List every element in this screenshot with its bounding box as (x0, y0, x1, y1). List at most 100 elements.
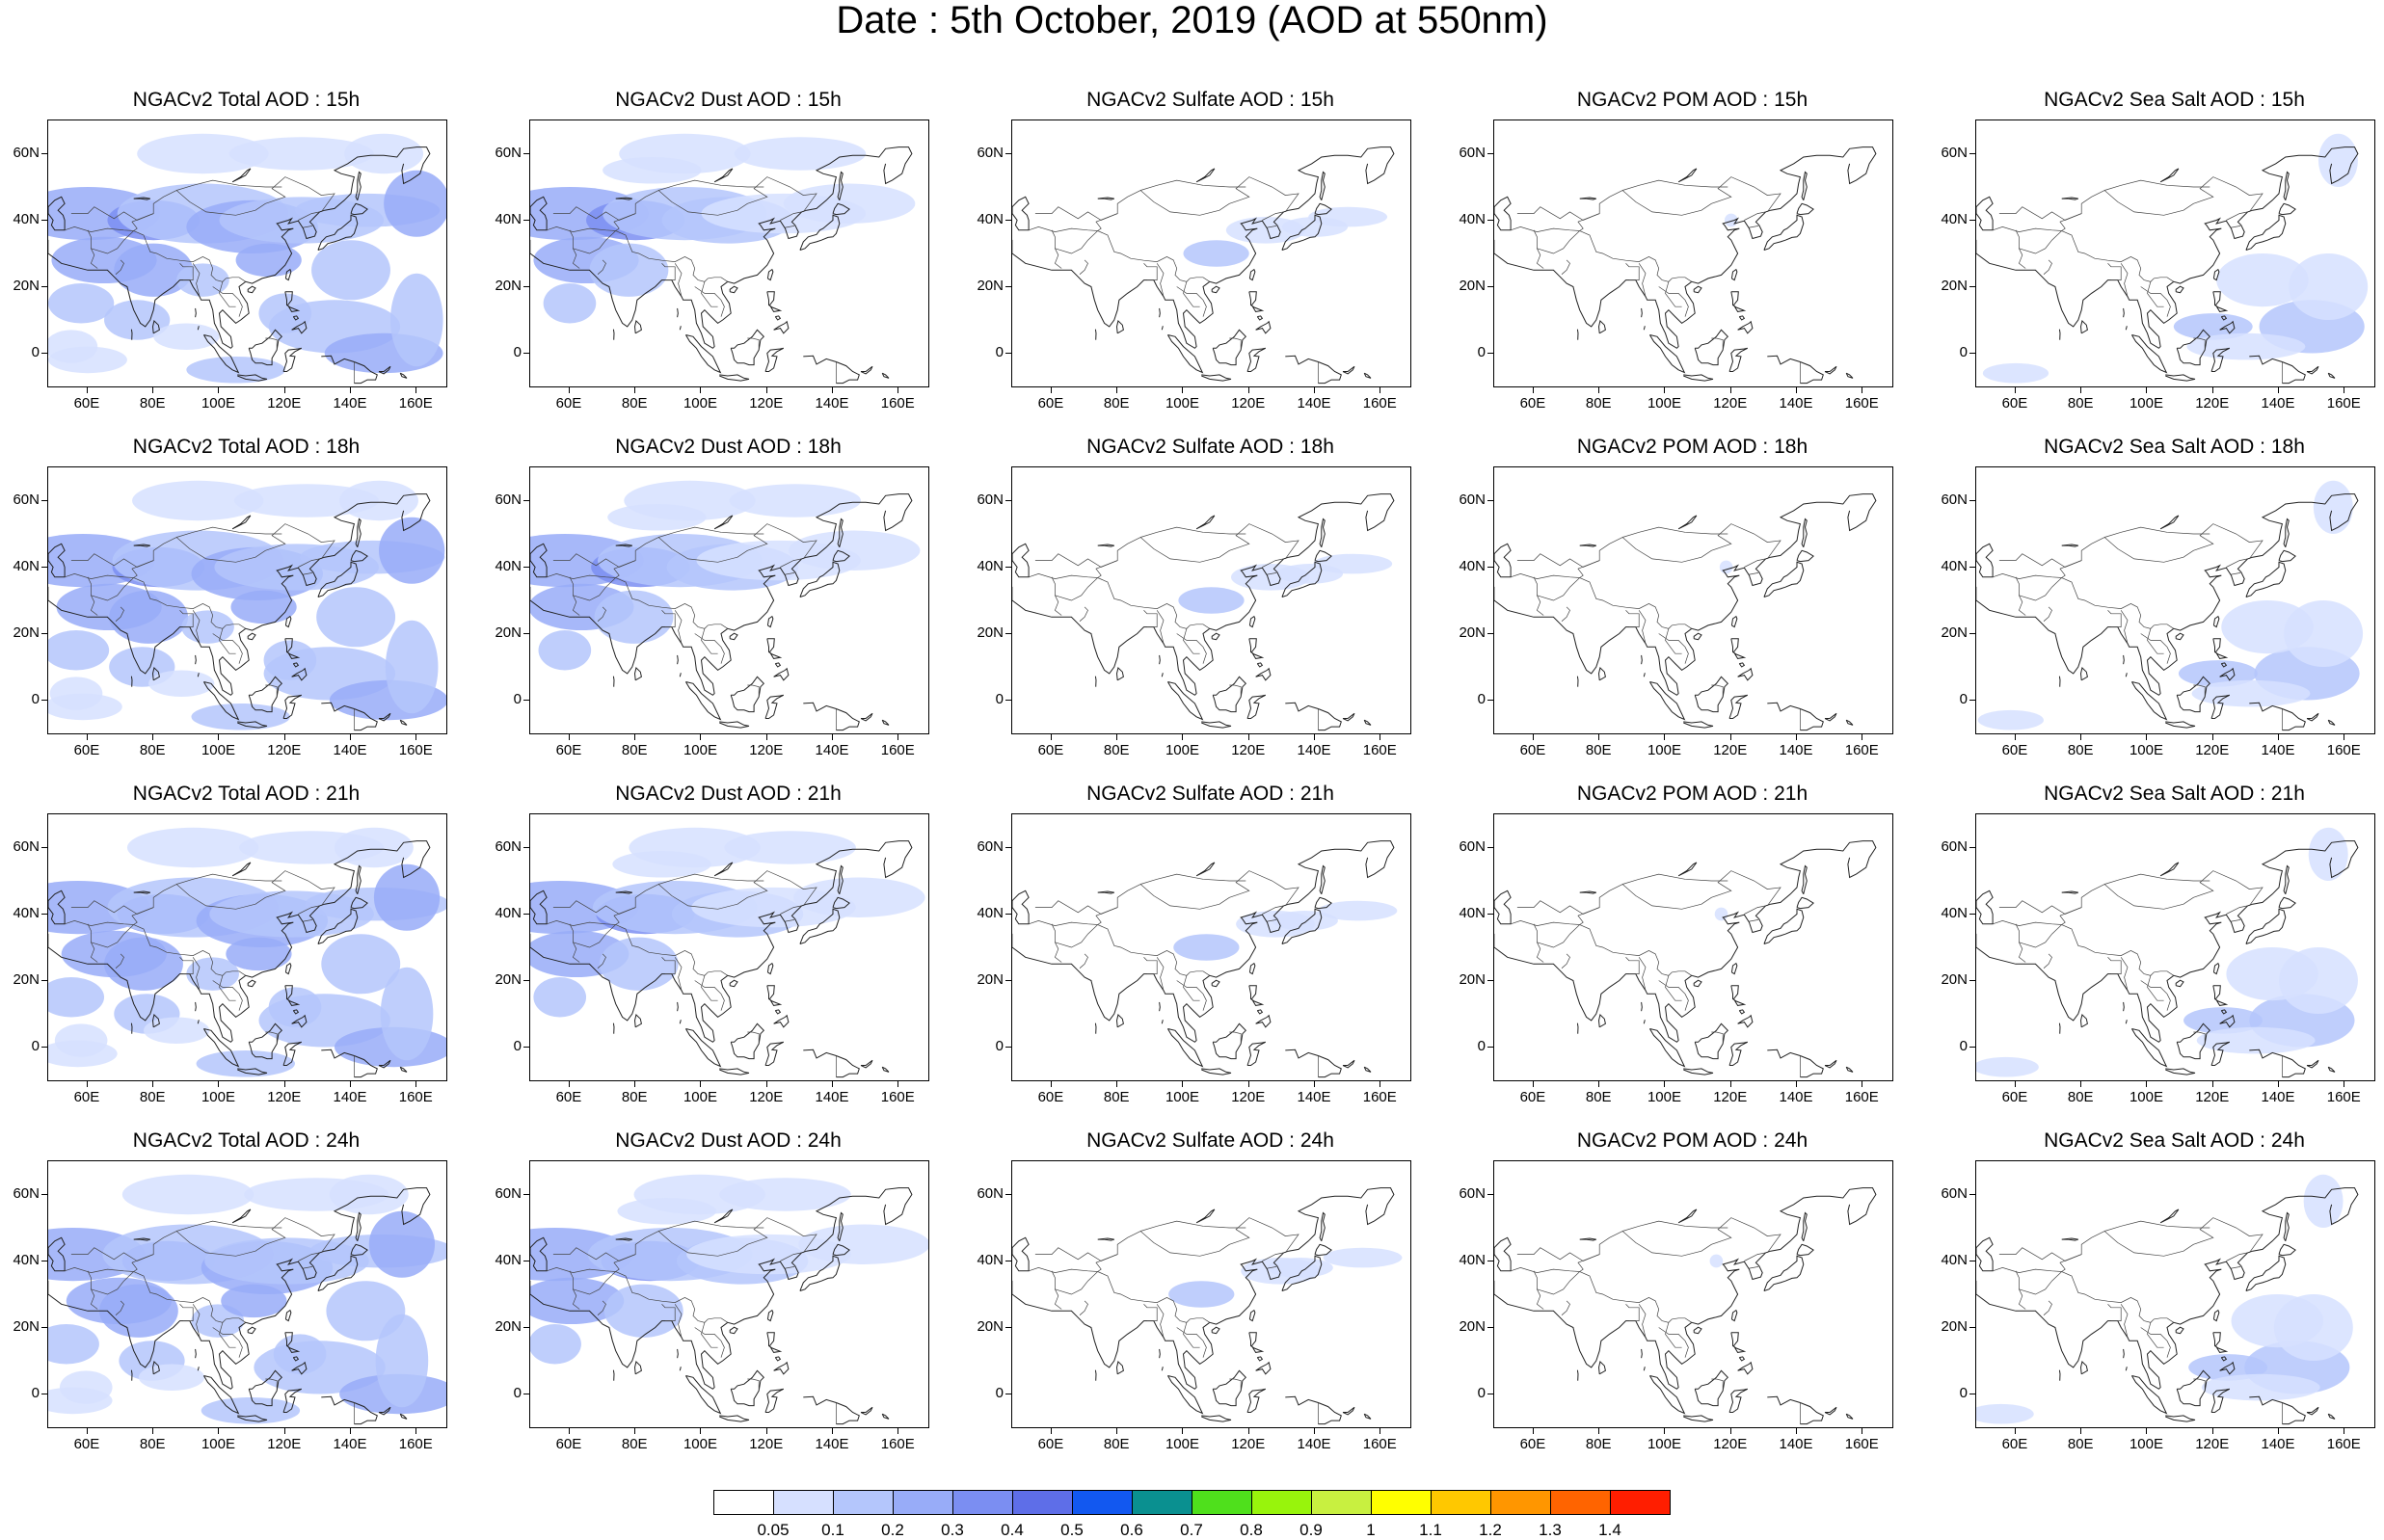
lat-tick-mark (1487, 1046, 1494, 1048)
coastline (766, 1332, 783, 1353)
coastline (1161, 1367, 1164, 1371)
lon-tick-mark (350, 733, 352, 740)
country-border (179, 957, 194, 974)
coastline (799, 214, 841, 251)
colorbar-label: 0.3 (941, 1521, 964, 1539)
country-border (1183, 975, 1200, 1001)
coastline (2212, 638, 2229, 659)
coastline (1248, 985, 1265, 1006)
coastline (832, 1243, 850, 1257)
lon-tick-label: 80E (1103, 1089, 1130, 1105)
aod-region (48, 977, 105, 1018)
aod-field (1977, 480, 2364, 730)
coastline (1824, 1059, 1837, 1069)
lat-tick-mark (41, 632, 48, 634)
coastline (2125, 673, 2128, 677)
lon-tick-label: 80E (139, 395, 166, 412)
lon-tick-label: 80E (1585, 1089, 1612, 1105)
lon-tick-mark (2278, 1427, 2280, 1434)
coastline (284, 962, 292, 975)
country-border (70, 206, 154, 221)
lon-tick-mark (765, 386, 767, 393)
panel-title: NGACv2 Total AOD : 21h (132, 783, 361, 805)
coastline (1246, 347, 1267, 372)
coastline (1255, 667, 1272, 681)
country-border (1516, 553, 1600, 568)
coastline (773, 667, 790, 681)
aod-field (48, 480, 446, 730)
country-border (179, 610, 194, 627)
aod-region (316, 587, 396, 648)
coastline (1363, 372, 1372, 379)
coastline (766, 291, 783, 312)
coastline (2278, 202, 2296, 216)
country-border (87, 923, 98, 963)
aod-field (1714, 907, 1728, 921)
lat-tick-mark (41, 152, 48, 154)
country-border (192, 610, 201, 644)
coastline (197, 326, 200, 331)
lon-tick-mark (897, 386, 899, 393)
coastline (1494, 1236, 1512, 1272)
lon-tick-mark (2146, 386, 2148, 393)
coastline (378, 1059, 391, 1069)
country-border (780, 558, 802, 568)
country-border (1992, 920, 2062, 926)
lon-tick-mark (1796, 1080, 1798, 1087)
lat-tick-label: 20N (1459, 970, 1486, 988)
lat-tick-mark (1487, 699, 1494, 701)
coastline (1256, 1356, 1264, 1362)
country-border (298, 1252, 320, 1261)
coastline (237, 1068, 268, 1075)
coastline (1730, 1309, 1738, 1322)
country-border (175, 1220, 282, 1232)
country-border (91, 1271, 246, 1323)
lon-tick-mark (1050, 386, 1052, 393)
aod-region (186, 356, 285, 384)
map-panel-pom-21h (1493, 813, 1893, 1081)
lat-tick-mark (1487, 352, 1494, 354)
panel-title: NGACv2 Total AOD : 18h (132, 436, 361, 458)
coastline (1319, 518, 1326, 548)
lon-tick-label: 160E (880, 742, 915, 758)
country-border (1711, 1031, 1724, 1045)
coastline (677, 1001, 679, 1012)
map-canvas (48, 1174, 446, 1425)
country-border (1267, 226, 1277, 228)
coastline (2327, 1066, 2336, 1073)
country-border (70, 553, 154, 568)
map-canvas (530, 827, 925, 1078)
lat-tick-mark (1487, 913, 1494, 915)
coastline (803, 1395, 860, 1425)
lat-tick-label: 40N (1459, 904, 1486, 921)
lon-tick-label: 120E (1231, 395, 1266, 412)
aod-region (104, 937, 183, 991)
aod-region (788, 530, 921, 571)
colorbar-label: 0.5 (1060, 1521, 1084, 1539)
country-border (657, 526, 764, 538)
coastline (764, 1388, 785, 1413)
coastline (1012, 196, 1030, 231)
coastline (860, 365, 873, 375)
coastline (1728, 347, 1749, 372)
country-border (1262, 1252, 1284, 1261)
country-border (2193, 1031, 2206, 1045)
country-border (1229, 1031, 1242, 1045)
country-border (115, 259, 124, 275)
lat-tick-label: 20N (13, 624, 40, 641)
country-border (1638, 957, 1647, 991)
coastline (292, 1009, 300, 1015)
map-panel-pom-15h (1493, 119, 1893, 387)
lat-tick-label: 0 (31, 1384, 40, 1401)
coastline (1576, 676, 1579, 687)
country-border (2193, 1378, 2206, 1392)
aod-region (2284, 600, 2364, 667)
lon-tick-label: 80E (621, 742, 648, 758)
colorbar-label: 1.2 (1479, 1521, 1502, 1539)
country-border (2015, 576, 2026, 616)
lat-tick-label: 40N (495, 557, 522, 574)
lon-tick-label: 60E (1037, 742, 1064, 758)
lon-tick-mark (283, 1427, 285, 1434)
lat-tick-mark (1005, 499, 1012, 501)
coastline (355, 171, 362, 201)
